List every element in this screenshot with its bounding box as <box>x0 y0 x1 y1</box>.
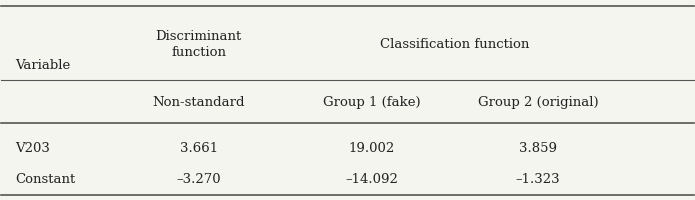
Text: Non-standard: Non-standard <box>152 96 245 108</box>
Text: 3.661: 3.661 <box>179 141 218 154</box>
Text: Constant: Constant <box>15 172 76 185</box>
Text: V203: V203 <box>15 141 50 154</box>
Text: –14.092: –14.092 <box>345 172 398 185</box>
Text: Variable: Variable <box>15 59 70 72</box>
Text: –3.270: –3.270 <box>177 172 221 185</box>
Text: Classification function: Classification function <box>380 37 530 50</box>
Text: Discriminant
function: Discriminant function <box>156 29 242 58</box>
Text: Group 1 (fake): Group 1 (fake) <box>323 96 420 108</box>
Text: 19.002: 19.002 <box>349 141 395 154</box>
Text: –1.323: –1.323 <box>516 172 560 185</box>
Text: Group 2 (original): Group 2 (original) <box>477 96 598 108</box>
Text: 3.859: 3.859 <box>519 141 557 154</box>
